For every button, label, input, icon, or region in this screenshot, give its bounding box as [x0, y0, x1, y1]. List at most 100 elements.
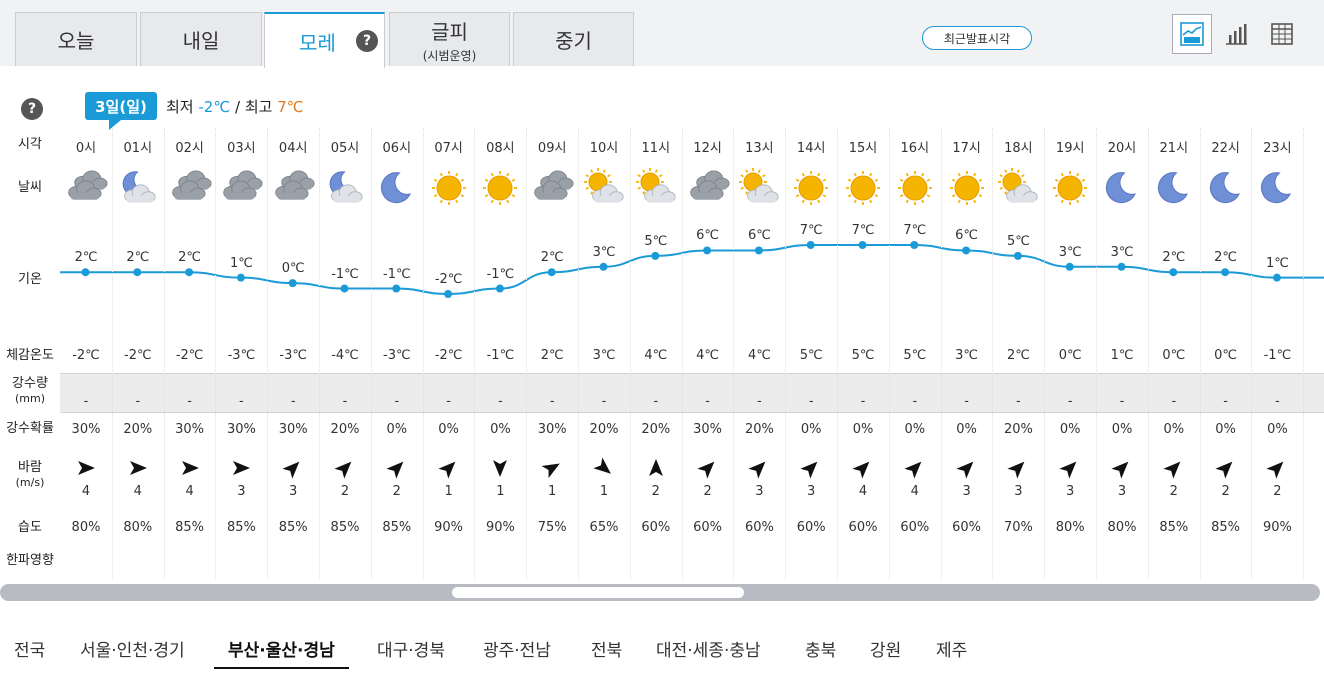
hour-label: 19시: [1055, 141, 1085, 156]
feels-like-value: 3℃: [592, 348, 616, 363]
feels-like-value: 0℃: [1162, 348, 1186, 363]
precip-prob-value: 20%: [744, 422, 774, 437]
precip-value: -: [1016, 394, 1021, 409]
feels-like-value: 5℃: [851, 348, 875, 363]
hour-label: 03시: [227, 141, 256, 156]
feels-like-value: -2℃: [72, 348, 100, 363]
region-tab[interactable]: 서울·인천·경기: [80, 641, 185, 661]
feels-like-value: 3℃: [955, 348, 979, 363]
precip-prob-value: 0%: [800, 422, 822, 437]
temperature-label: 5℃: [1006, 233, 1030, 249]
region-tab[interactable]: 전북: [591, 641, 623, 661]
northeast-arrow-icon: [371, 456, 423, 480]
temperature-line: [60, 244, 1324, 296]
hourly-forecast-grid[interactable]: 0시 -2℃ -30% 4 80% 01시 -2℃ -20% 4 80% 02시 -2℃ -30% 4 85…: [60, 128, 1324, 580]
wind-speed-value: 1: [599, 484, 609, 499]
tab-label: 내일: [182, 29, 220, 53]
feels-like-value: -2℃: [124, 348, 152, 363]
moon-icon: [1096, 164, 1148, 212]
tab-midterm[interactable]: 중기: [513, 12, 634, 66]
northeast-arrow-icon: [1044, 456, 1096, 480]
temperature-point: [1169, 268, 1178, 277]
humidity-value: 85%: [278, 520, 308, 535]
wind-speed-value: 4: [910, 484, 919, 499]
tab-tomorrow[interactable]: 내일: [140, 12, 262, 66]
temperature-point: [858, 241, 867, 249]
region-tab[interactable]: 제주: [936, 641, 968, 661]
moon-icon: [1148, 164, 1200, 212]
wind-speed-value: 4: [133, 484, 142, 499]
hour-label: 07시: [434, 141, 463, 156]
humidity-value: 75%: [537, 520, 567, 535]
tab-sublabel: (시범운영): [422, 48, 477, 63]
hour-label: 13시: [745, 141, 774, 156]
humidity-value: 85%: [226, 520, 256, 535]
south-arrow-icon: [474, 456, 526, 480]
temperature-label: 2℃: [1214, 250, 1238, 266]
feels-like-value: 1℃: [1110, 348, 1134, 363]
tab-label: 모레: [299, 30, 336, 55]
bar-chart-icon[interactable]: [1216, 14, 1256, 54]
wind-speed-value: 3: [289, 484, 298, 499]
region-tab[interactable]: 대전·세종·충남: [656, 641, 761, 661]
help-icon[interactable]: ?: [356, 30, 378, 52]
recent-announcement-button[interactable]: 최근발표시각: [922, 26, 1032, 50]
tab-label: 글피: [431, 19, 468, 44]
region-tab[interactable]: 강원: [870, 641, 902, 661]
wind-speed-value: 4: [185, 484, 194, 499]
hour-label: 05시: [330, 141, 360, 156]
temperature-point: [962, 246, 971, 255]
region-tabs: 전국 서울·인천·경기 부산·울산·경남 대구·경북 광주·전남 전북 대전·세…: [0, 636, 1324, 669]
northeast-arrow-icon: [1096, 456, 1148, 480]
cloudy-icon: [215, 164, 267, 212]
help-icon[interactable]: ?: [21, 98, 43, 120]
precip-prob-value: 20%: [1003, 422, 1033, 437]
humidity-value: 60%: [900, 520, 930, 535]
wind-speed-value: 2: [340, 484, 350, 499]
temperature-label: 2℃: [126, 250, 150, 266]
column-divider: [1147, 128, 1149, 580]
wind-speed-value: 1: [444, 484, 453, 499]
tab-today[interactable]: 오늘: [15, 12, 137, 66]
region-tab[interactable]: 충북: [805, 641, 837, 661]
precip-prob-value: 30%: [278, 422, 308, 437]
line-chart-icon[interactable]: [1172, 14, 1212, 54]
humidity-value: 80%: [71, 520, 101, 535]
precip-prob-value: 30%: [175, 422, 205, 437]
precip-value: -: [757, 394, 762, 409]
column-divider: [681, 128, 683, 580]
humidity-value: 90%: [434, 520, 464, 535]
moon-icon: [371, 164, 423, 212]
sun-icon: [1044, 164, 1096, 212]
top-bar: 오늘 내일 모레 ? 글피 (시범운영) 중기 최근발표시각: [0, 0, 1324, 68]
column-divider: [888, 128, 890, 580]
feels-like-value: 4℃: [747, 348, 771, 363]
northeast-arrow-icon: [319, 456, 371, 480]
region-tab[interactable]: 광주·전남: [483, 641, 551, 661]
scrollbar-thumb[interactable]: [452, 587, 744, 598]
hour-label: 01시: [123, 141, 153, 156]
tab-day-after-tomorrow[interactable]: 모레 ?: [264, 12, 385, 68]
temperature-label: 3℃: [1110, 244, 1134, 260]
temperature-label: 7℃: [903, 223, 927, 238]
region-tab-active[interactable]: 부산·울산·경남: [214, 636, 349, 669]
humidity-value: 85%: [330, 520, 360, 535]
temperature-label: 2℃: [178, 250, 202, 266]
sun-icon: [941, 164, 993, 212]
region-tab[interactable]: 대구·경북: [377, 641, 445, 661]
precip-value: -: [1067, 394, 1073, 409]
region-tab[interactable]: 전국: [14, 641, 46, 661]
horizontal-scrollbar[interactable]: [0, 584, 1320, 601]
temperature-label: 2℃: [1162, 250, 1186, 266]
feels-like-value: 2℃: [540, 348, 564, 363]
feels-like-value: -3℃: [227, 348, 256, 363]
temperature-point: [1013, 251, 1022, 260]
precip-value: -: [653, 394, 659, 409]
moon-icon: [1251, 164, 1303, 212]
tab-label: 오늘: [57, 29, 95, 53]
temperature-point: [1272, 273, 1281, 282]
precip-prob-value: 30%: [537, 422, 567, 437]
northeast-arrow-icon: [785, 456, 837, 480]
tab-three-days[interactable]: 글피 (시범운영): [389, 12, 510, 66]
table-icon[interactable]: [1262, 14, 1302, 54]
